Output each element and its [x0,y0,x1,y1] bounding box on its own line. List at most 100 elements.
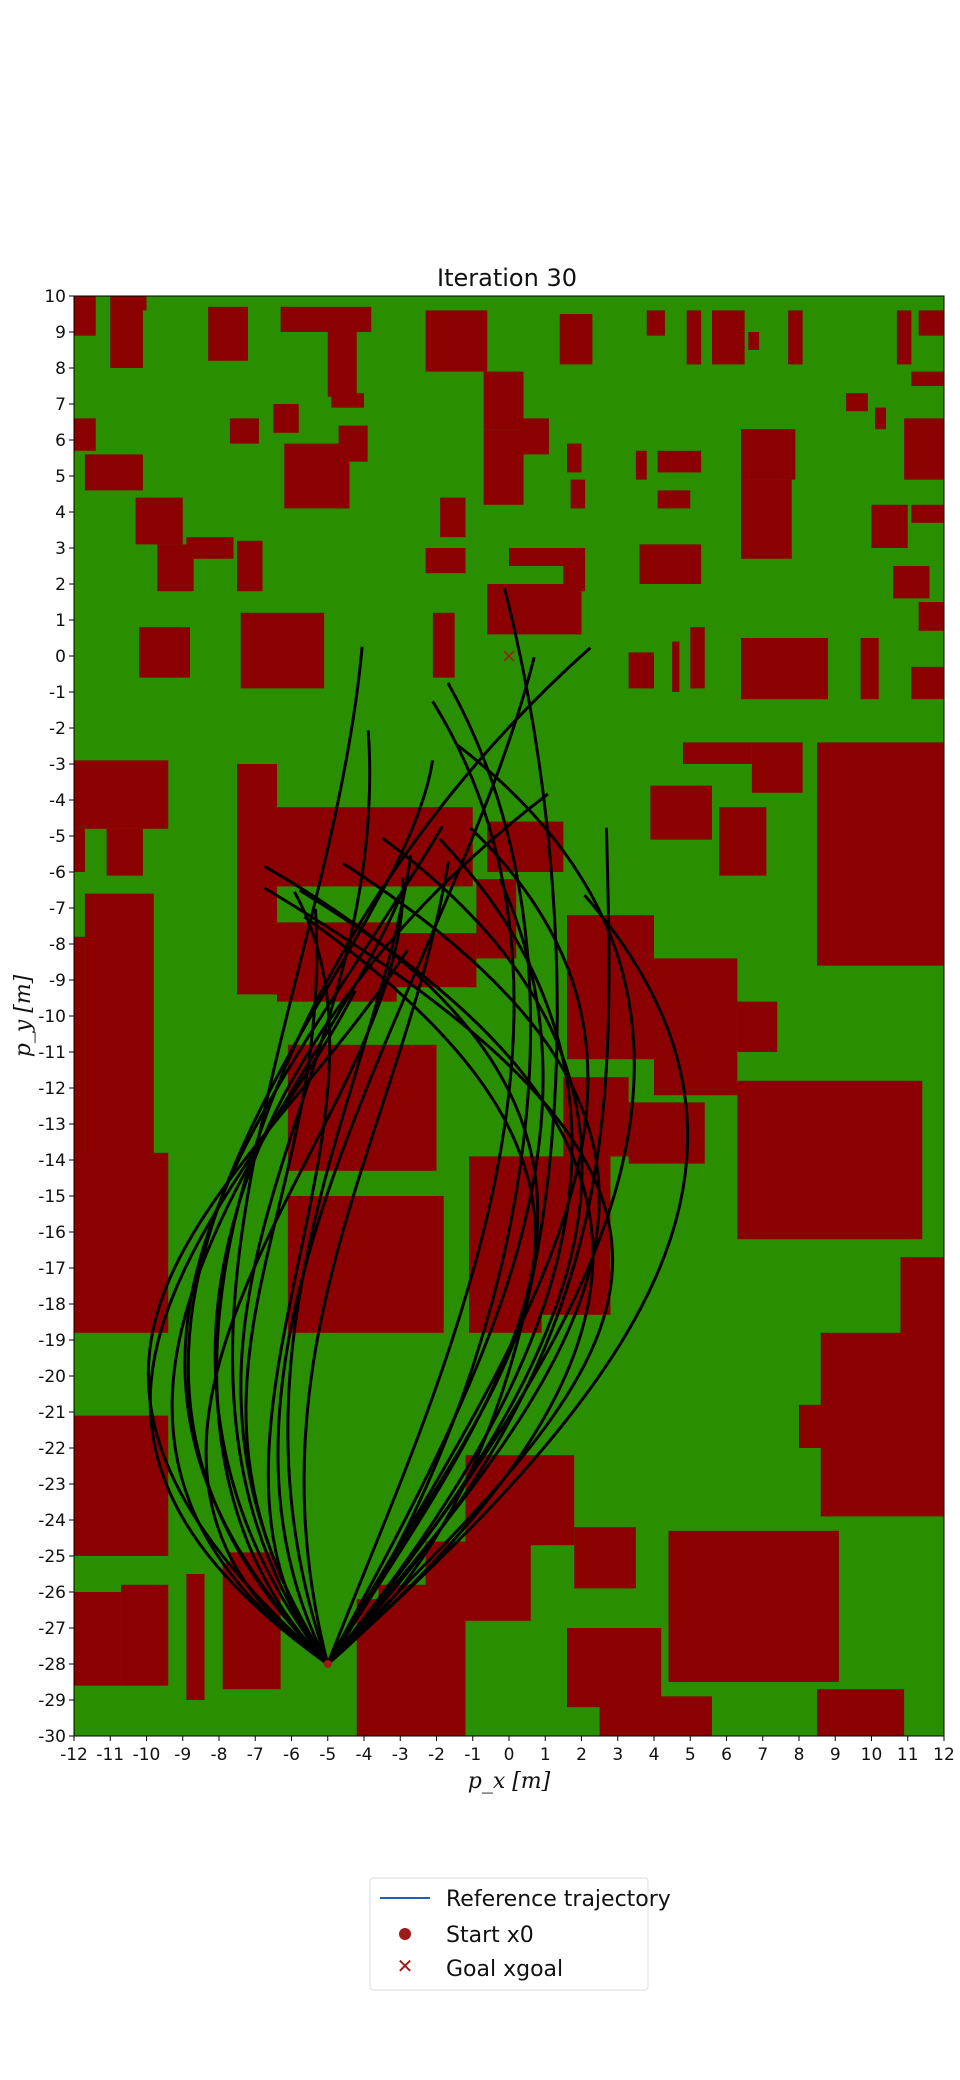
y-tick-label: -11 [38,1043,66,1063]
y-tick-label: -14 [38,1151,66,1171]
y-tick-label: 9 [55,323,66,343]
obstacle-cell [110,1494,132,1524]
legend: Reference trajectory Start x0 ✕ Goal xgo… [369,1877,671,1991]
sampled-trajectory [231,646,364,1665]
y-tick-label: -27 [38,1619,66,1639]
y-tick-label: -5 [49,827,66,847]
y-tick-label: -10 [38,1007,66,1027]
y-tick-label: 3 [55,539,66,559]
x-tick-label: -5 [319,1745,336,1765]
sampled-trajectory [326,878,545,1665]
obstacle-cell [487,584,582,635]
obstacle-cell [84,454,143,491]
x-tick-label: 10 [861,1745,883,1765]
obstacle-cell [240,612,325,689]
obstacle-cell [425,548,466,574]
obstacle-cell [74,828,85,872]
obstacle-cell [74,1592,122,1686]
y-tick-label: -17 [38,1259,66,1279]
obstacle-cell [918,310,944,336]
y-tick-label: 7 [55,395,66,415]
y-tick-label: -18 [38,1295,66,1315]
obstacle-cell [483,371,524,430]
y-axis-ticks: 109876543210-1-2-3-4-5-6-7-8-9-10-11-12-… [38,287,74,1747]
obstacle-cell [135,497,183,545]
obstacle-cell [523,418,549,455]
y-tick-label: -3 [49,755,66,775]
y-tick-label: -25 [38,1547,66,1567]
sampled-trajectory [326,588,559,1666]
x-tick-label: -4 [356,1745,373,1765]
x-tick-label: -6 [283,1745,300,1765]
sampled-trajectory [186,760,435,1666]
obstacle-cell [788,310,803,365]
obstacle-cell [817,1689,905,1736]
obstacle-cell [396,933,477,988]
obstacle-cell [432,612,455,678]
obstacle-cell [690,627,705,689]
obstacle-cell [284,443,350,509]
sampled-trajectory [170,881,408,1666]
sampled-trajectory [326,744,636,1665]
x-tick-label: -8 [211,1745,228,1765]
x-tick-label: -9 [174,1745,191,1765]
x-tick-label: 1 [540,1745,551,1765]
x-axis-ticks: -12 -11 -10 -9 -8 -7 -6 -5 -4 -3 -2 -1 0 1 2 3 4 5 6 7 8 9 10 1… [60,1736,955,1765]
obstacle-cell [911,504,944,523]
obstacle-cell [574,1527,636,1589]
x-tick-label: 7 [757,1745,768,1765]
obstacle-cell [741,479,792,559]
x-tick-label: -12 [60,1745,88,1765]
sampled-trajectory [326,826,590,1665]
x-tick-label: 9 [830,1745,841,1765]
obstacle-cell [237,764,277,995]
sampled-trajectory [303,915,537,1665]
obstacle-cell [704,1556,752,1610]
x-axis-label: p_x [m] [468,1769,551,1794]
sampled-trajectory [326,700,516,1665]
y-tick-label: 4 [55,503,66,523]
obstacle-cell [657,490,691,509]
obstacle-cell [893,566,930,599]
x-tick-label: -2 [428,1745,445,1765]
obstacle-cell [273,404,299,433]
obstacle-cell [639,544,702,584]
obstacle-cell [668,1530,839,1682]
sampled-trajectory [244,908,330,1665]
x-tick-label: -3 [392,1745,409,1765]
obstacle-cell [748,332,760,350]
x-tick-label: 4 [649,1745,660,1765]
y-tick-label: -4 [49,791,66,811]
sampled-trajectory [263,886,615,1666]
x-tick-label: -10 [133,1745,161,1765]
legend-box [369,1877,649,1991]
obstacle-cell [672,641,680,692]
obstacle-cell [121,1584,169,1686]
obstacle-cell [918,602,944,631]
obstacle-cell [911,371,944,386]
obstacle-cell [106,828,143,876]
obstacle-cell [628,1102,705,1164]
obstacle-cell [483,429,524,505]
obstacle-cell [440,497,466,538]
obstacle-cell [896,310,912,365]
y-tick-label: 5 [55,467,66,487]
obstacle-cell [331,393,364,408]
y-tick-label: 0 [55,647,66,667]
y-tick-label: 6 [55,431,66,451]
obstacle-cell [860,638,879,700]
obstacle-cell [646,310,665,336]
x-tick-label: 12 [933,1745,955,1765]
obstacle-cell [635,450,647,480]
y-tick-label: 1 [55,611,66,631]
legend-label-start: Start x0 [446,1923,534,1948]
obstacle-cell [817,742,944,966]
obstacle-cell [567,443,582,473]
y-tick-label: -19 [38,1331,66,1351]
obstacle-cell [904,418,944,480]
obstacle-cell [74,296,96,336]
obstacle-cell [871,504,908,548]
x-tick-label: 0 [504,1745,515,1765]
y-tick-label: -9 [49,971,66,991]
obstacle-cell [846,393,868,412]
